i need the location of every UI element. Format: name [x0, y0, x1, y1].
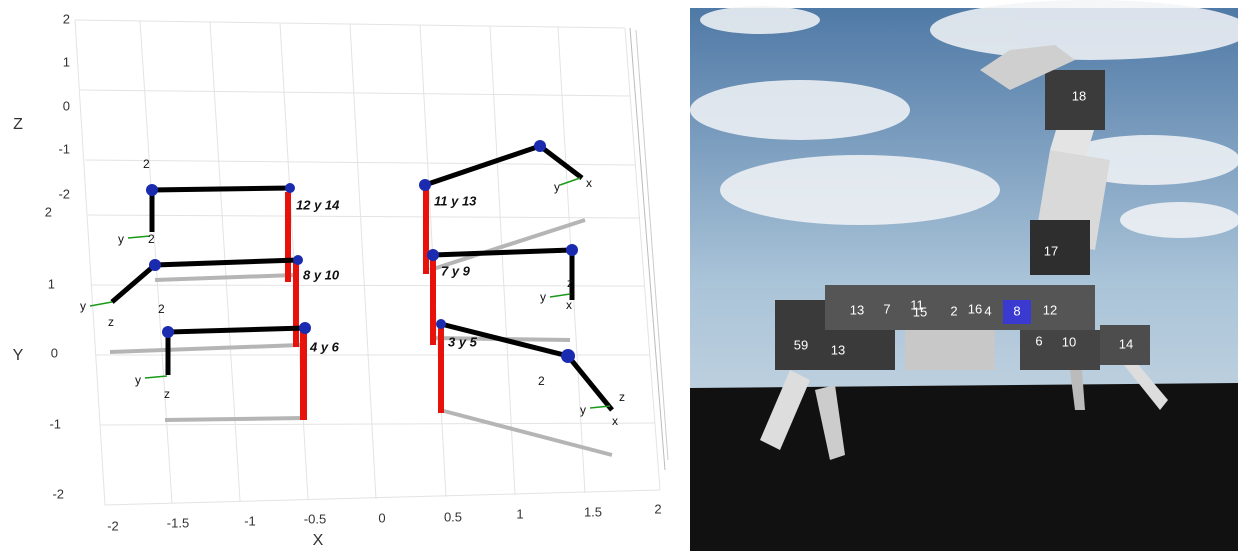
- servo-label: 59: [794, 337, 808, 352]
- servo-label: 13: [831, 342, 845, 357]
- frame-label: z: [108, 315, 114, 329]
- servo-label: 2: [950, 303, 957, 318]
- z-tick-label: 0: [63, 98, 70, 113]
- frame-label: x: [566, 298, 572, 312]
- servo-label: 14: [1119, 336, 1133, 351]
- x-axis-label: X: [313, 532, 324, 549]
- y-tick-label: 1: [48, 276, 55, 291]
- frame-label: x: [586, 176, 592, 190]
- x-tick-label: -2: [107, 518, 119, 533]
- frame-label: y: [135, 373, 141, 387]
- frame-label: y: [80, 299, 86, 313]
- frame-label: y: [540, 290, 546, 304]
- frame-label: 2: [148, 232, 155, 246]
- z-tick-label: 2: [63, 11, 70, 26]
- servo-label: 18: [1072, 88, 1086, 103]
- x-tick-label: 2: [654, 501, 661, 516]
- y-tick-label: -2: [52, 486, 64, 501]
- leg-label: 7 y 9: [441, 263, 471, 278]
- leg-label: 8 y 10: [303, 267, 340, 282]
- frame-label: x: [612, 414, 618, 428]
- leg-label: 11 y 13: [434, 193, 477, 208]
- y-tick-label: -1: [49, 416, 61, 431]
- frame-label: y: [118, 232, 124, 246]
- frame-label: y: [554, 180, 560, 194]
- frame-label: 2: [538, 374, 545, 388]
- y-tick-label: 0: [51, 345, 58, 360]
- servo-label: 10: [1062, 334, 1076, 349]
- frame-label: z: [619, 390, 625, 404]
- z-tick-label: -1: [58, 141, 70, 156]
- frame-label: 2: [158, 302, 165, 316]
- servo-label: 12: [1043, 302, 1057, 317]
- servo-label: 6: [1035, 333, 1042, 348]
- x-tick-label: 1.5: [584, 504, 602, 519]
- servo-label: 15: [913, 304, 927, 319]
- leg-label: 4 y 6: [309, 339, 340, 354]
- x-tick-label: -0.5: [304, 511, 326, 526]
- simulation-panel: 18 17 13 7 11 15 2 16 4 8 12 59 13 6 10 …: [690, 0, 1238, 551]
- servo-label: 7: [883, 301, 890, 316]
- frame-label: z: [164, 387, 170, 401]
- servo-label: 17: [1044, 243, 1058, 258]
- page: -2 -1.5 -1 -0.5 0 0.5 1 1.5 2 2 1 0 -1 -…: [0, 0, 1238, 551]
- z-tick-label: -2: [58, 186, 70, 201]
- servo-label: 13: [850, 302, 864, 317]
- servo-label: 8: [1013, 303, 1020, 318]
- leg-label: 3 y 5: [448, 334, 478, 349]
- z-tick-label: 1: [63, 54, 70, 69]
- plot-panel: -2 -1.5 -1 -0.5 0 0.5 1 1.5 2 2 1 0 -1 -…: [0, 0, 685, 551]
- frame-label: 2: [143, 157, 150, 171]
- x-tick-label: -1: [244, 513, 256, 528]
- x-tick-label: 0: [378, 510, 385, 525]
- x-tick-label: 1: [516, 506, 523, 521]
- leg-label: 12 y 14: [296, 197, 340, 212]
- servo-label: 4: [984, 303, 991, 318]
- x-tick-label: -1.5: [167, 515, 189, 530]
- frame-label: z: [567, 276, 573, 290]
- z-axis-label: Z: [13, 116, 23, 133]
- x-tick-label: 0.5: [444, 509, 462, 524]
- servo-label: 16: [968, 301, 982, 316]
- y-axis-label: Y: [13, 347, 24, 364]
- frame-label: y: [580, 403, 586, 417]
- ground: [690, 383, 1238, 551]
- y-tick-label: 2: [45, 204, 52, 219]
